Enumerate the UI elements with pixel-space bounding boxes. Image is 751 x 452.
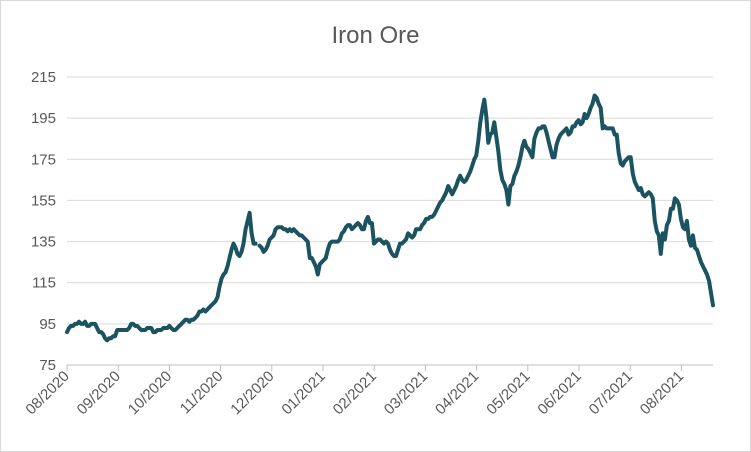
x-tick-label: 03/2021	[381, 368, 431, 418]
x-tick-label: 05/2021	[483, 368, 533, 418]
x-tick-label: 11/2020	[177, 368, 227, 418]
y-tick-label: 115	[32, 275, 56, 292]
x-tick-label: 01/2021	[278, 368, 328, 418]
x-tick-label: 07/2021	[586, 368, 636, 418]
x-tick-label: 08/2021	[637, 368, 687, 418]
x-tick-label: 04/2021	[432, 368, 482, 418]
x-tick-label: 10/2020	[125, 368, 175, 418]
x-tick-label: 09/2020	[74, 368, 124, 418]
y-tick-label: 95	[39, 316, 56, 333]
y-tick-label: 135	[31, 234, 56, 251]
y-tick-label: 75	[39, 357, 56, 374]
y-tick-label: 155	[31, 192, 56, 209]
x-tick-label: 02/2021	[330, 368, 380, 418]
x-tick-label: 08/2020	[22, 368, 72, 418]
x-tick-label: 12/2020	[227, 368, 277, 418]
chart-title: Iron Ore	[331, 22, 420, 49]
y-tick-label: 195	[31, 110, 56, 127]
y-tick-label: 215	[31, 69, 56, 86]
series-line	[65, 93, 715, 343]
x-tick-label: 06/2021	[534, 368, 584, 418]
y-tick-label: 175	[31, 151, 56, 168]
